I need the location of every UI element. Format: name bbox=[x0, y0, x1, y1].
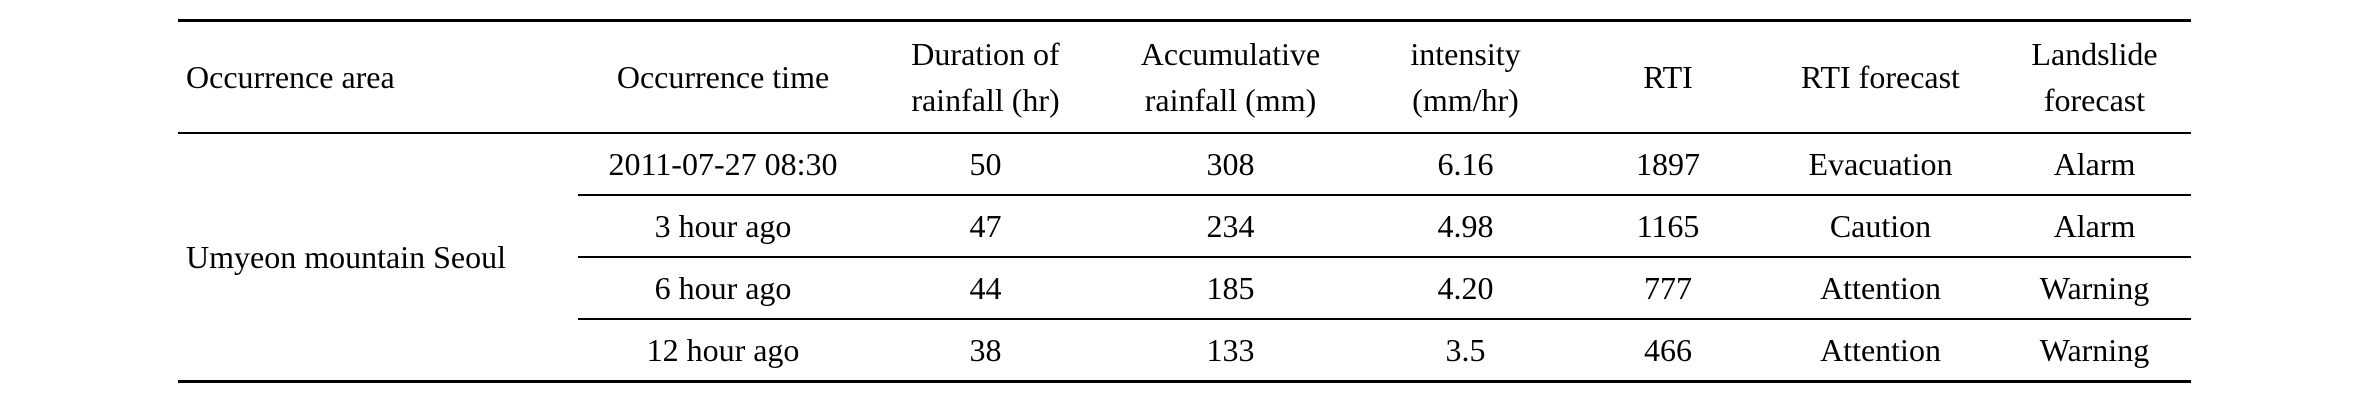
table-row: 12 hour ago 38 133 3.5 466 Attention War… bbox=[178, 319, 2191, 382]
cell-duration: 38 bbox=[969, 331, 1002, 368]
cell-landslide-forecast: Alarm bbox=[1998, 133, 2191, 196]
cell-rti-forecast: Evacuation bbox=[1763, 133, 1998, 196]
cell-intensity: 4.20 bbox=[1358, 257, 1573, 320]
cell-occurrence-time: 3 hour ago bbox=[578, 195, 868, 258]
cell-occurrence-time: 6 hour ago bbox=[578, 257, 868, 320]
cell-intensity: 4.98 bbox=[1358, 195, 1573, 258]
cell-accumulative: 133 bbox=[1206, 331, 1255, 368]
cell-rti: 777 bbox=[1573, 257, 1763, 320]
cell-rti-forecast: Caution bbox=[1763, 195, 1998, 258]
col-header-rti: RTI bbox=[1573, 20, 1763, 134]
cell-duration: 47 bbox=[868, 195, 1103, 258]
col-header-intensity: intensity (mm/hr) bbox=[1358, 20, 1573, 134]
header-row: Occurrence area Occurrence time Duration… bbox=[178, 20, 2191, 134]
cell-occurrence-time: 12 hour ago bbox=[646, 331, 800, 368]
col-header-duration-of-rainfall: Duration of rainfall (hr) bbox=[868, 20, 1103, 134]
cell-accumulative: 308 bbox=[1103, 133, 1358, 196]
col-header-rti-forecast: RTI forecast bbox=[1763, 20, 1998, 134]
table-row: 6 hour ago 44 185 4.20 777 Attention War… bbox=[178, 257, 2191, 320]
table-row: Umyeon mountain Seoul 2011-07-27 08:30 5… bbox=[178, 133, 2191, 275]
cell-rti: 1897 bbox=[1573, 133, 1763, 196]
cell-duration: 50 bbox=[868, 133, 1103, 196]
cell-accumulative: 185 bbox=[1103, 257, 1358, 320]
cell-rti: 466 bbox=[1644, 331, 1692, 368]
cell-rti-forecast: Attention bbox=[1763, 257, 1998, 320]
cell-landslide-forecast: Warning bbox=[2039, 331, 2150, 368]
cell-duration: 44 bbox=[868, 257, 1103, 320]
cell-occurrence-time: 2011-07-27 08:30 bbox=[578, 133, 868, 196]
col-header-accumulative-rainfall: Accumulative rainfall (mm) bbox=[1103, 20, 1358, 134]
cell-occurrence-area: Umyeon mountain Seoul bbox=[186, 238, 506, 275]
col-header-occurrence-time: Occurrence time bbox=[578, 20, 868, 134]
table-header: Occurrence area Occurrence time Duration… bbox=[178, 20, 2191, 134]
table-row: 3 hour ago 47 234 4.98 1165 Caution Alar… bbox=[178, 195, 2191, 258]
cell-accumulative: 234 bbox=[1103, 195, 1358, 258]
landslide-forecast-table: Occurrence area Occurrence time Duration… bbox=[178, 19, 2191, 383]
cell-intensity: 3.5 bbox=[1445, 331, 1486, 368]
col-header-occurrence-area: Occurrence area bbox=[178, 20, 578, 134]
cell-intensity: 6.16 bbox=[1358, 133, 1573, 196]
cell-rti: 1165 bbox=[1573, 195, 1763, 258]
cell-rti-forecast: Attention bbox=[1820, 331, 1941, 368]
cell-landslide-forecast: Alarm bbox=[1998, 195, 2191, 258]
cell-landslide-forecast: Warning bbox=[1998, 257, 2191, 320]
table-body: Umyeon mountain Seoul 2011-07-27 08:30 5… bbox=[178, 133, 2191, 382]
col-header-landslide-forecast: Landslide forecast bbox=[1998, 20, 2191, 134]
